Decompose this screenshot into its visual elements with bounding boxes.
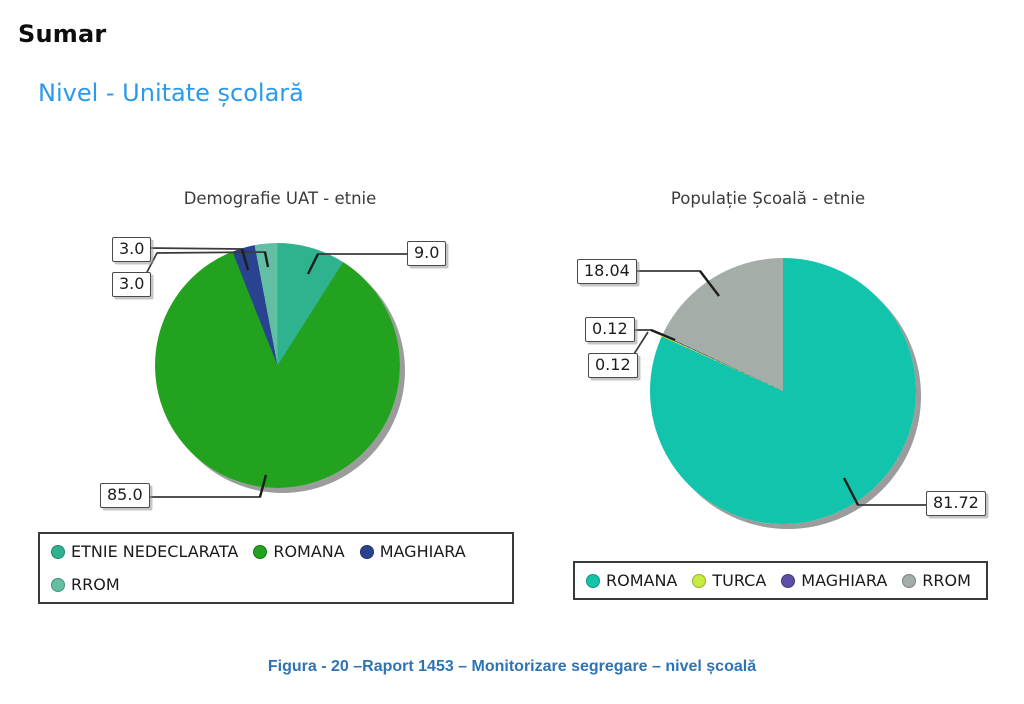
pie-chart-title-demografie: Demografie UAT - etnie (183, 189, 377, 208)
pie-demografie-uat (155, 243, 400, 488)
callout-maghiara-left: 3.0 (112, 237, 152, 262)
legend-swatch-icon (781, 573, 796, 588)
callout-rrom-right: 18.04 (577, 259, 637, 284)
section-subtitle: Nivel - Unitate școlară (38, 79, 304, 107)
figure-caption: Figura - 20 –Raport 1453 – Monitorizare … (267, 658, 757, 675)
legend-item: ROMANA (586, 571, 677, 590)
legend-label: MAGHIARA (801, 571, 888, 590)
legend-swatch-icon (902, 573, 917, 588)
callout-romana-right: 81.72 (926, 491, 986, 516)
callout-maghiara-right: 0.12 (588, 353, 638, 378)
callout-etnie-nedeclarata: 9.0 (407, 241, 447, 266)
pie-populatie-scoala (650, 258, 916, 524)
legend-swatch-icon (51, 577, 65, 592)
legend-swatch-icon (51, 544, 65, 559)
callout-romana-left: 85.0 (100, 483, 150, 508)
legend-item: MAGHIARA (781, 571, 887, 590)
legend-label: ROMANA (606, 571, 678, 590)
legend-item: ROMANA (253, 542, 345, 561)
legend-swatch-icon (253, 544, 268, 559)
legend-item: TURCA (692, 571, 766, 590)
callout-turca: 0.12 (585, 317, 635, 342)
legend-swatch-icon (359, 544, 374, 559)
legend-item: RROM (902, 571, 971, 590)
legend-item: MAGHIARA (359, 542, 466, 561)
legend-swatch-icon (692, 573, 707, 588)
legend-label: MAGHIARA (379, 542, 466, 561)
legend-label: RROM (71, 575, 120, 594)
legend-populatie: ROMANA TURCA MAGHIARA RROM (573, 561, 988, 600)
legend-swatch-icon (586, 573, 600, 588)
legend-demografie: ETNIE NEDECLARATA ROMANA MAGHIARA RROM (38, 532, 514, 604)
legend-item: RROM (51, 575, 120, 594)
legend-label: TURCA (712, 571, 767, 590)
legend-label: ETNIE NEDECLARATA (71, 542, 239, 561)
legend-label: ROMANA (273, 542, 345, 561)
callout-rrom-left: 3.0 (112, 272, 152, 297)
legend-label: RROM (922, 571, 971, 590)
pie-chart-title-populatie: Populație Școală - etnie (670, 189, 866, 208)
page-title: Sumar (18, 20, 107, 48)
legend-item: ETNIE NEDECLARATA (51, 542, 238, 561)
